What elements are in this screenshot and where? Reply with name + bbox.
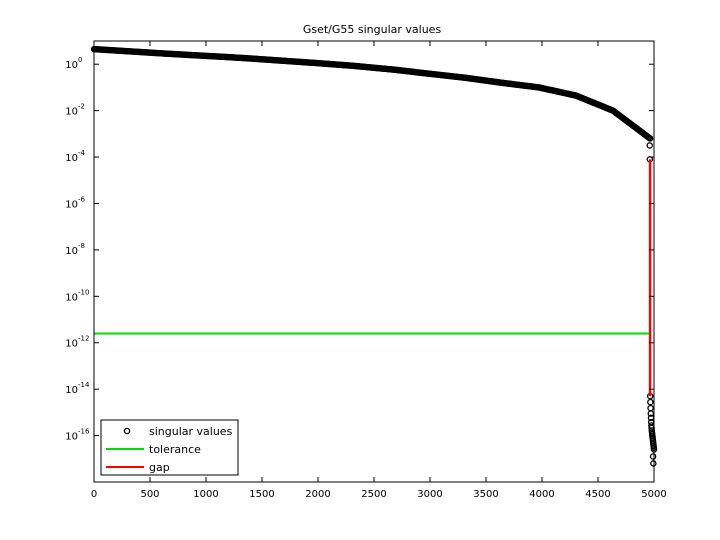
y-tick-base: 10 <box>65 292 78 303</box>
y-tick-exponent: 0 <box>78 56 82 64</box>
y-tick-base: 10 <box>65 246 78 257</box>
y-tick-exponent: -12 <box>78 335 89 343</box>
y-tick-base: 10 <box>65 60 78 71</box>
y-tick-exponent: -8 <box>78 242 85 250</box>
legend-label: singular values <box>149 425 233 438</box>
singular-value-point <box>647 404 654 412</box>
singular-value-point <box>647 398 654 406</box>
y-tick-label: 10 <box>65 199 78 210</box>
x-tick-label: 1000 <box>193 489 218 500</box>
y-tick-label: 10 <box>65 339 78 350</box>
axes: 0 500 1000 1500 2000 2500 3000 3500 4000 4500 5000… <box>65 41 667 500</box>
y-tick-label: 10 <box>65 60 78 71</box>
y-tick-label: 10 <box>65 385 78 396</box>
y-tick-label: 10 <box>65 246 78 257</box>
y-tick-exponent: -14 <box>78 381 90 389</box>
legend-label: tolerance <box>149 443 201 456</box>
x-tick-label: 5000 <box>641 489 666 500</box>
legend: singular values tolerance gap <box>100 419 239 476</box>
y-tick-exponent: -2 <box>78 103 85 111</box>
x-tick-label: 4500 <box>585 489 610 500</box>
y-tick-base: 10 <box>65 199 78 210</box>
y-tick-exponent: -16 <box>78 428 90 436</box>
y-tick-label: 10 <box>65 107 78 118</box>
x-tick-label: 4000 <box>529 489 554 500</box>
legend-marker-singular-values <box>123 427 131 435</box>
legend-label: gap <box>149 461 170 474</box>
x-tick-label: 1500 <box>249 489 274 500</box>
y-tick-base: 10 <box>65 432 78 443</box>
x-tick-label: 3000 <box>417 489 442 500</box>
singular-value-point <box>646 142 653 149</box>
y-tick-exponent: -4 <box>78 149 86 157</box>
y-tick-label: 10 <box>65 153 78 164</box>
singular-value-point <box>649 453 657 460</box>
y-tick-exponent: -6 <box>78 195 86 203</box>
x-tick-label: 500 <box>140 489 159 500</box>
plot-frame <box>93 40 655 483</box>
x-tick-label: 2000 <box>305 489 330 500</box>
legend-box <box>100 419 239 476</box>
singular-value-point <box>646 135 654 142</box>
y-tick-label: 10 <box>65 432 78 443</box>
singular-value-point <box>650 460 657 467</box>
y-tick-base: 10 <box>65 385 78 396</box>
x-tick-label: 3500 <box>473 489 498 500</box>
y-tick-base: 10 <box>65 153 78 164</box>
y-tick-exponent: -10 <box>78 288 89 296</box>
series-singular-values <box>90 45 658 467</box>
y-tick-base: 10 <box>65 339 78 350</box>
x-tick-label: 0 <box>91 489 97 500</box>
plot-area <box>90 45 658 467</box>
y-tick-label: 10 <box>65 292 78 303</box>
singular-value-point <box>647 410 655 417</box>
x-tick-label: 2500 <box>361 489 386 500</box>
y-tick-base: 10 <box>65 107 78 118</box>
chart-title: Gset/G55 singular values <box>303 23 442 36</box>
